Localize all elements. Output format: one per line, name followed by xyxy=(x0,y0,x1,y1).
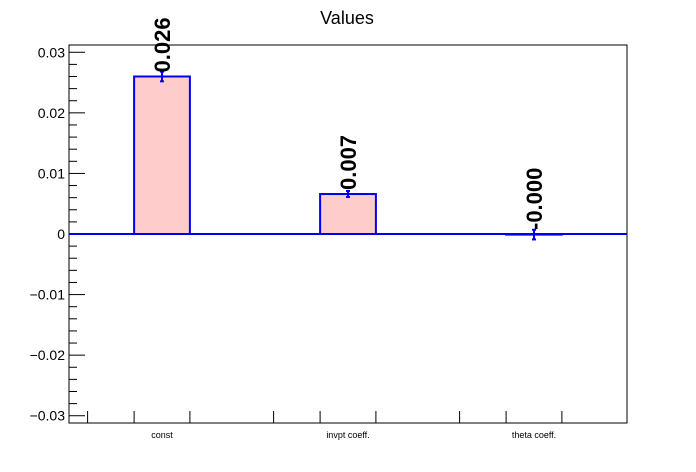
x-category-label: theta coeff. xyxy=(512,430,556,440)
x-category-label: invpt coeff. xyxy=(326,430,369,440)
y-tick-label: 0 xyxy=(57,226,65,242)
x-axis: const invpt coeff. theta coeff. xyxy=(87,411,563,440)
data-labels: 0.026 0.007 -0.000 xyxy=(150,17,547,230)
data-label-0: 0.026 xyxy=(150,17,175,72)
y-tick-label: 0.02 xyxy=(38,105,65,121)
y-tick-label: −0.03 xyxy=(30,408,66,424)
bars xyxy=(69,70,627,241)
y-tick-label: −0.01 xyxy=(30,287,66,303)
y-tick-label: 0.03 xyxy=(38,44,65,60)
x-category-label: const xyxy=(151,430,173,440)
bar-1 xyxy=(319,193,377,235)
y-tick-label: 0.01 xyxy=(38,165,65,181)
y-axis: −0.03 −0.02 −0.01 0 0.01 0.02 0.03 xyxy=(30,44,85,424)
bar-0 xyxy=(133,75,191,235)
chart-title: Values xyxy=(320,8,374,28)
data-label-1: 0.007 xyxy=(336,135,361,190)
data-label-2: -0.000 xyxy=(522,168,547,230)
y-tick-label: −0.02 xyxy=(30,347,66,363)
